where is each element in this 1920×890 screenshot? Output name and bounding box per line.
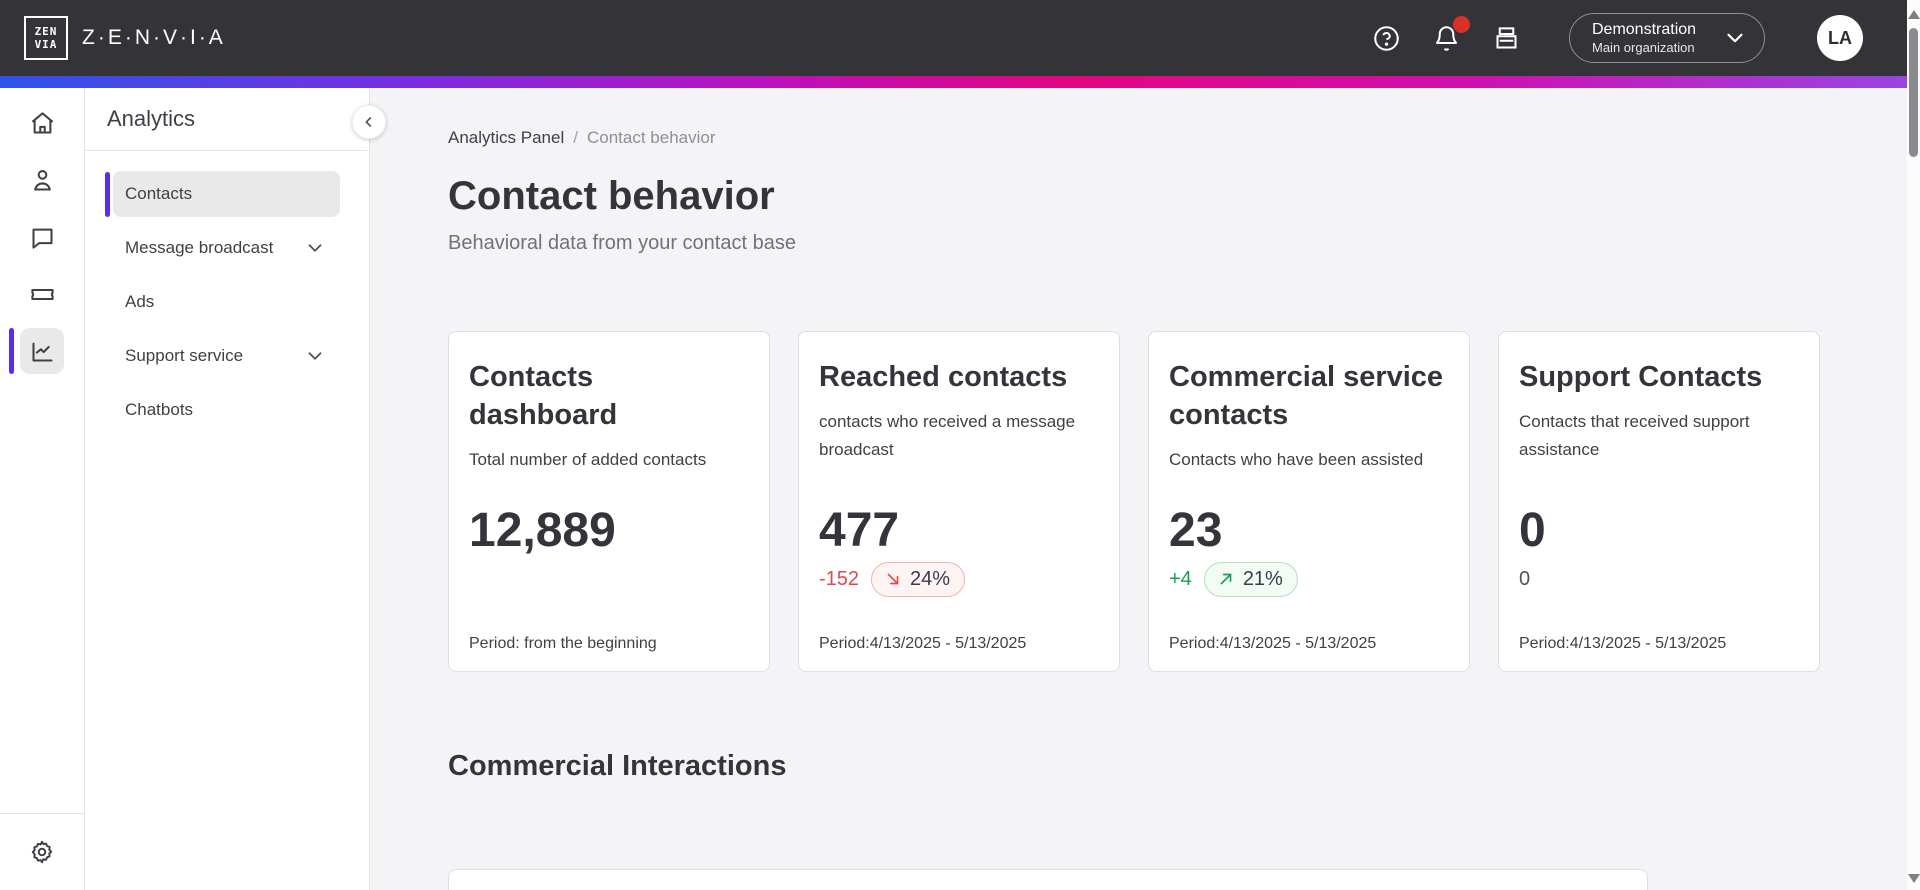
card-value: 12,889 <box>469 504 616 557</box>
chat-bubble-icon <box>31 228 53 249</box>
chevron-down-icon <box>304 237 326 259</box>
card-description: contacts who received a message broadcas… <box>819 412 1076 459</box>
analytics-sidebar: Analytics Contacts Message broadcast Ads… <box>85 88 386 890</box>
card-value: 23 <box>1169 504 1223 557</box>
rail-item-analytics[interactable] <box>9 328 64 374</box>
card-commercial-service-contacts: Commercial service contacts Contacts who… <box>1148 331 1470 672</box>
sidebar-item-label: Support service <box>125 346 244 365</box>
page-scrollbar[interactable] <box>1907 0 1920 890</box>
sidebar-item-label: Message broadcast <box>125 238 274 257</box>
ticket-icon <box>30 288 54 300</box>
section-title-commercial-interactions: Commercial Interactions <box>448 750 787 782</box>
sidebar-item-chatbots[interactable]: Chatbots <box>113 387 340 433</box>
trend-badge: 21% <box>1203 561 1298 597</box>
delta-value: +4 <box>1169 567 1192 590</box>
card-title: Reached contacts <box>819 361 1068 393</box>
breadcrumb-current: Contact behavior <box>586 128 716 147</box>
page-subtitle: Behavioral data from your contact base <box>448 232 796 254</box>
sidebar-item-label: Chatbots <box>125 400 194 419</box>
card-period: Period:4/13/2025 - 5/13/2025 <box>819 635 1027 652</box>
rail-item-tickets[interactable] <box>20 271 64 317</box>
badge-percent: 21% <box>1242 567 1283 590</box>
sidebar-collapse-button[interactable] <box>352 105 386 139</box>
organization-name: Demonstration <box>1592 21 1697 38</box>
topbar: ZEN VIA Z·E·N·V·I·A <box>0 0 1920 76</box>
chevron-down-icon <box>1722 25 1748 51</box>
sidebar-item-label: Ads <box>125 292 155 311</box>
card-description: Contacts that received support assistanc… <box>1519 412 1750 459</box>
notifications-button[interactable] <box>1431 16 1470 53</box>
card-reached-contacts: Reached contacts contacts who received a… <box>798 331 1120 672</box>
help-button[interactable] <box>1371 23 1401 53</box>
page-title: Contact behavior <box>448 174 775 218</box>
trend-up-icon <box>1220 573 1232 585</box>
sidebar-title: Analytics <box>107 106 196 131</box>
card-title: Commercial service contacts <box>1169 361 1444 431</box>
rail-item-conversations[interactable] <box>20 214 64 260</box>
sidebar-item-contacts[interactable]: Contacts <box>105 171 340 217</box>
card-title: Support Contacts <box>1519 361 1763 393</box>
card-period: Period: from the beginning <box>469 635 657 652</box>
commercial-interactions-card <box>448 869 1648 890</box>
icon-rail <box>0 88 85 890</box>
rail-item-settings[interactable] <box>20 829 64 875</box>
bell-icon <box>1435 25 1457 51</box>
trend-down-icon <box>887 573 899 585</box>
card-support-contacts: Support Contacts Contacts that received … <box>1498 331 1820 672</box>
home-icon <box>31 111 53 134</box>
breadcrumb-analytics-panel[interactable]: Analytics Panel <box>448 128 565 147</box>
rail-item-contacts[interactable] <box>20 157 64 203</box>
card-value: 477 <box>819 504 900 557</box>
sidebar-item-support-service[interactable]: Support service <box>113 333 340 379</box>
chevron-left-icon <box>365 117 372 127</box>
zenvia-logo[interactable]: ZEN VIA Z·E·N·V·I·A <box>24 16 226 60</box>
kpi-cards-row: Contacts dashboard Total number of added… <box>448 331 1920 672</box>
card-description: Contacts who have been assisted <box>1169 450 1424 469</box>
gear-icon <box>31 840 53 864</box>
sidebar-item-ads[interactable]: Ads <box>113 279 340 325</box>
delta-value: -152 <box>819 567 860 590</box>
scrollbar-up-arrow[interactable] <box>1907 4 1920 24</box>
card-title: Contacts dashboard <box>469 361 618 431</box>
card-period: Period:4/13/2025 - 5/13/2025 <box>1169 635 1377 652</box>
trend-badge: 24% <box>871 561 966 597</box>
card-description: Total number of added contacts <box>469 450 707 469</box>
scrollbar-down-arrow[interactable] <box>1907 868 1920 888</box>
delta-value: 0 <box>1519 567 1531 590</box>
breadcrumb: Analytics Panel / Contact behavior <box>448 128 1920 148</box>
print-button[interactable] <box>1491 23 1521 53</box>
brand-gradient-bar <box>0 76 1920 88</box>
help-icon <box>1373 25 1399 51</box>
zenvia-wordmark: Z·E·N·V·I·A <box>82 26 226 49</box>
sidebar-item-message-broadcast[interactable]: Message broadcast <box>113 225 340 271</box>
badge-percent: 24% <box>910 567 951 590</box>
printer-icon <box>1495 26 1517 49</box>
user-avatar[interactable]: LA <box>1817 15 1863 61</box>
card-period: Period:4/13/2025 - 5/13/2025 <box>1519 635 1727 652</box>
line-chart-icon <box>31 342 53 362</box>
organization-switcher[interactable]: Demonstration Main organization <box>1569 13 1765 63</box>
rail-item-home[interactable] <box>20 100 64 146</box>
main-content: Analytics Panel / Contact behavior Conta… <box>370 88 1920 890</box>
notification-badge <box>1453 16 1470 33</box>
zenvia-logo-icon: ZEN VIA <box>24 16 68 60</box>
rail-footer <box>0 813 85 890</box>
card-value: 0 <box>1519 504 1546 557</box>
sidebar-item-label: Contacts <box>125 184 193 203</box>
person-icon <box>33 169 51 191</box>
organization-subtitle: Main organization <box>1592 40 1695 55</box>
scrollbar-thumb[interactable] <box>1909 28 1918 157</box>
card-contacts-dashboard: Contacts dashboard Total number of added… <box>448 331 770 672</box>
breadcrumb-separator: / <box>573 128 578 147</box>
chevron-down-icon <box>304 345 326 367</box>
